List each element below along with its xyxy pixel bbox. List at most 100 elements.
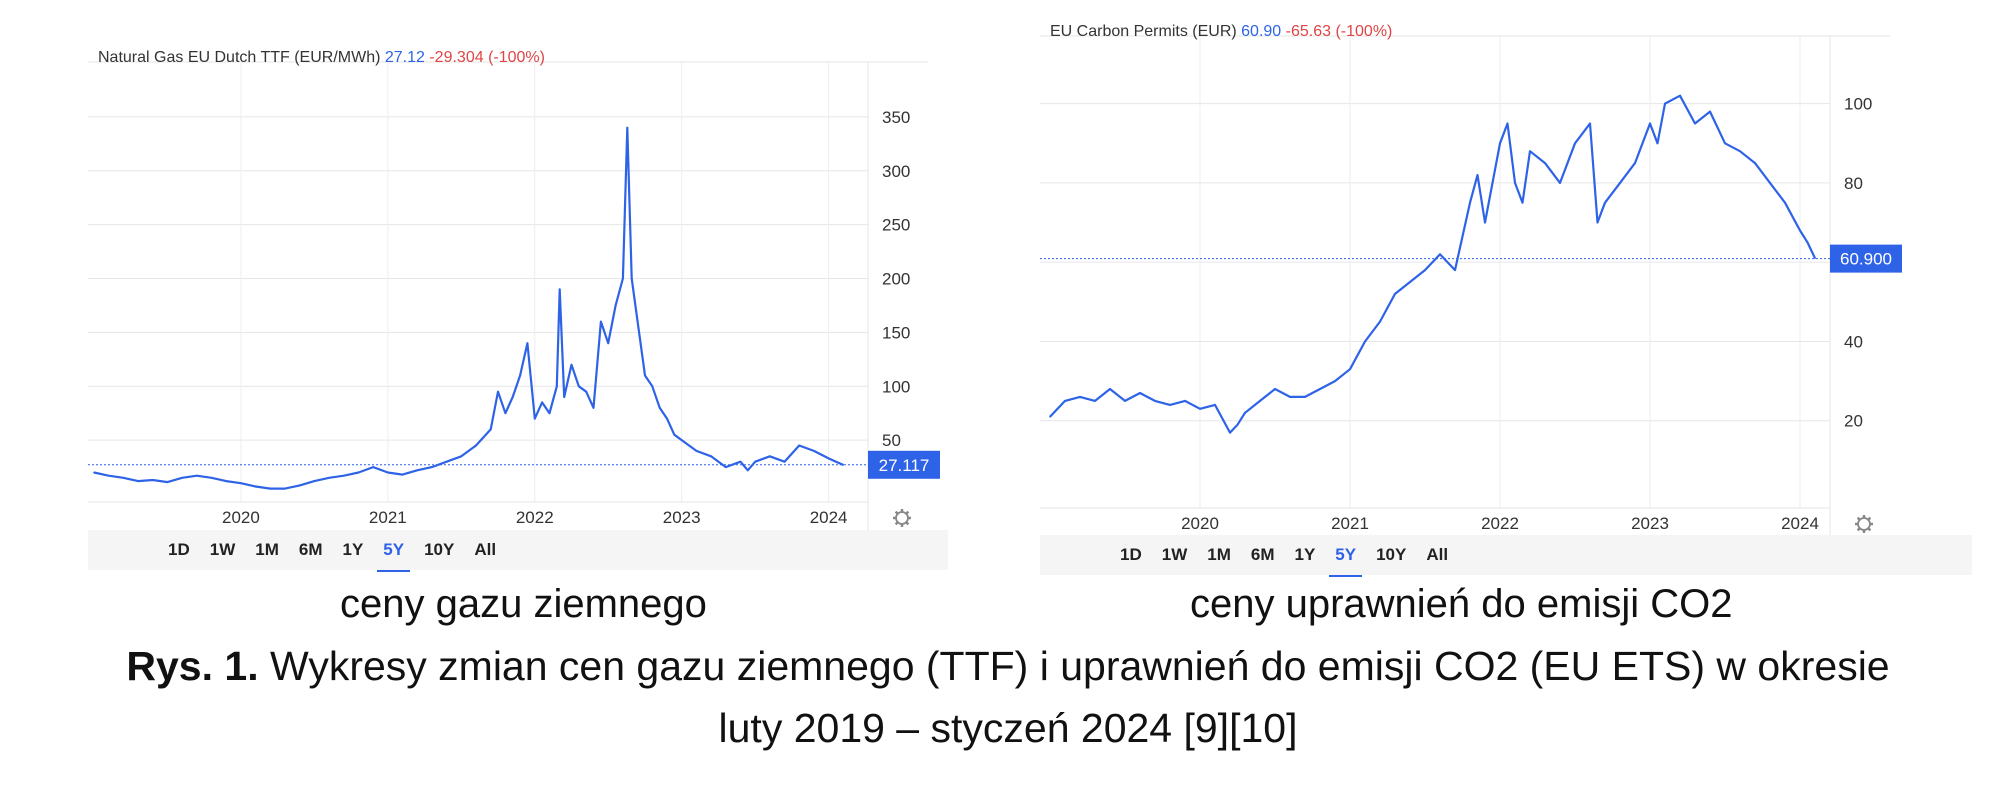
co2-range-button-1y[interactable]: 1Y [1294,545,1316,564]
gear-icon[interactable] [893,509,911,527]
co2-data-point [1139,392,1141,394]
gas-data-point [511,396,514,398]
co2-xtick-label: 2024 [1781,514,1819,533]
gas-range-button-1y[interactable]: 1Y [342,540,364,559]
co2-data-point [1274,388,1276,390]
gas-data-point [137,480,139,482]
gas-data-point [842,464,845,466]
gas-data-point [783,460,786,463]
gas-data-point [827,457,830,460]
gear-icon[interactable] [1855,515,1873,533]
co2-chart-title: EU Carbon Permits (EUR) 60.90 -65.63 (-1… [1050,23,1392,40]
gas-ytick-label: 250 [882,216,910,235]
gas-last-value: 27.12 [385,49,425,66]
gas-data-point [93,471,95,474]
gas-data-point [658,407,661,409]
co2-data-point [1049,415,1051,418]
co2-ytick-label: 40 [1844,332,1863,351]
co2-xtick-label: 2020 [1181,514,1219,533]
co2-data-point [1229,431,1231,434]
co2-range-button-10y[interactable]: 10Y [1376,545,1407,564]
gas-title-text: Natural Gas EU Dutch TTF (EUR/MWh) [98,49,385,66]
co2-data-point [1079,396,1081,398]
gas-data-point [747,469,749,472]
co2-data-point [1814,257,1816,260]
gas-range-button-1d[interactable]: 1D [168,540,190,559]
figure-caption-line2: luty 2019 – styczeń 2024 [9][10] [718,705,1298,751]
co2-data-point [1236,423,1239,426]
gas-data-point [151,479,154,481]
gas-data-point [695,450,698,452]
co2-range-button-5y[interactable]: 5Y [1325,539,1366,577]
gas-data-point [626,126,629,129]
gas-data-point [835,460,837,463]
co2-data-point [1724,142,1726,145]
co2-range-button-1d[interactable]: 1D [1120,545,1142,564]
co2-data-point [1244,412,1246,414]
gas-ytick-label: 200 [882,270,910,289]
gas-data-point [445,460,448,463]
gas-data-point [622,277,624,280]
gas-data-point [710,455,712,458]
gas-data-point [636,320,639,323]
co2-range-button-1m[interactable]: 1M [1207,545,1231,564]
gas-data-point [181,477,183,479]
co2-data-point [1064,400,1066,402]
gas-data-point [526,342,529,344]
co2-last-value: 60.90 [1241,23,1281,40]
co2-data-point [1499,142,1501,145]
gas-data-point [519,374,521,377]
gas-range-button-5y[interactable]: 5Y [373,534,414,572]
co2-data-point [1679,94,1681,97]
co2-data-point [1521,201,1524,204]
gas-data-point [387,471,389,474]
gas-range-button-6m[interactable]: 6M [298,540,323,559]
gas-range-button-10y[interactable]: 10Y [424,540,455,559]
gas-data-point [651,385,654,388]
gas-chart-subtitle: ceny gazu ziemnego [340,582,707,626]
co2-ytick-label: 100 [1844,95,1872,114]
co2-chart-subtitle: ceny uprawnień do emisji CO2 [1190,582,1733,626]
co2-data-point [1334,380,1336,382]
gas-xtick-label: 2021 [369,508,407,527]
gas-data-point [592,407,595,409]
gas-data-point [460,455,463,458]
gas-ytick-label: 350 [882,108,910,127]
co2-chart-panel: 2040608010020202021202220232024EU Carbon… [1040,0,1972,578]
co2-data-point [1109,388,1111,390]
gas-chart-svg: 50 100 150 200 250 300 350 2020 2021 2022 2023 2024… [88,49,940,530]
gas-data-point [680,439,683,441]
co2-range-button-6m[interactable]: 6M [1250,545,1275,564]
co2-title-text: EU Carbon Permits (EUR) [1050,23,1241,40]
co2-ytick-label: 80 [1844,174,1863,193]
co2-data-point [1169,404,1171,406]
co2-data-point [1784,201,1786,204]
co2-range-bar: 1D 1W 1M 6M 1Y 5Y 10Y All [1040,535,1972,577]
co2-data-point [1754,162,1756,164]
co2-range-button-all[interactable]: All [1426,545,1449,564]
figure-caption-line1: Rys. 1. Wykresy zmian cen gazu ziemnego … [0,643,2016,690]
gas-data-point [269,487,272,490]
figure-caption-text: Wykresy zmian cen gazu ziemnego (TTF) i … [258,643,1890,689]
gas-data-point [607,342,610,344]
gas-data-point [328,477,330,479]
gas-range-button-1w[interactable]: 1W [209,540,236,559]
co2-data-point [1634,162,1636,164]
gas-series-line [93,126,844,490]
gas-price-label: 27.117 [879,456,930,475]
co2-data-point [1769,182,1771,184]
co2-series-line [1049,94,1816,434]
gas-range-button-1m[interactable]: 1M [255,540,279,559]
gas-ytick-label: 50 [882,431,901,450]
gas-data-point [284,487,286,490]
gas-ytick-label: 300 [882,162,910,181]
gas-range-button-all[interactable]: All [474,540,497,559]
gas-range-bar: 1D 1W 1M 6M 1Y 5Y 10Y All [88,530,948,572]
gas-xtick-label: 2024 [810,508,848,527]
co2-range-button-1w[interactable]: 1W [1161,545,1188,564]
co2-data-point [1806,241,1809,244]
gas-data-point [558,288,561,291]
gas-data-point [342,474,345,477]
co2-data-point [1619,182,1621,184]
gas-xtick-label: 2023 [663,508,701,527]
